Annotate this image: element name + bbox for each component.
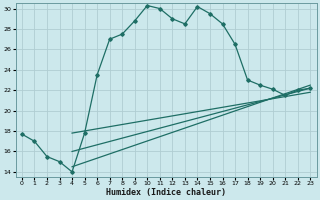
X-axis label: Humidex (Indice chaleur): Humidex (Indice chaleur)	[106, 188, 226, 197]
